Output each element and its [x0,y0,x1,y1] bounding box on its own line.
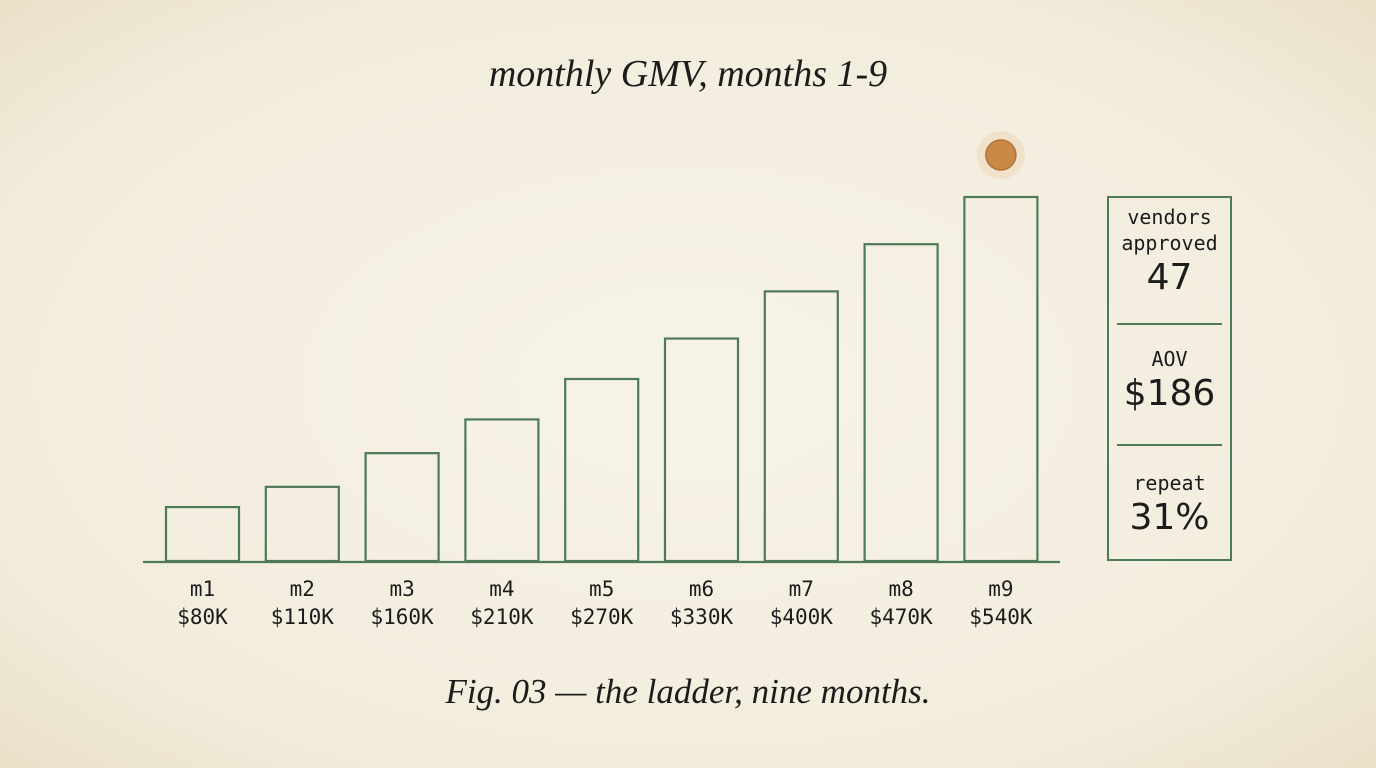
highlight-marker [985,139,1017,171]
stat-value: 31% [1129,497,1210,538]
stat-aov: AOV $186 [1109,346,1230,416]
bar-m4 [464,418,540,563]
stat-vendors-approved: vendors approved 47 [1109,204,1230,300]
value-label: $330K [670,605,734,629]
value-label: $160K [370,605,434,629]
category-label: m6 [689,577,714,601]
bar-m6 [663,337,740,563]
divider [1117,323,1222,325]
stat-label: vendors approved [1121,205,1218,255]
value-label: $470K [869,605,933,629]
divider [1117,444,1222,446]
value-label: $210K [470,605,534,629]
value-label: $270K [570,605,634,629]
figure-caption: Fig. 03 — the ladder, nine months. [445,672,931,711]
bar-m2 [264,485,340,563]
category-label: m8 [888,577,913,601]
stat-value: $186 [1123,373,1216,414]
value-label: $80K [177,605,228,629]
category-label: m5 [589,577,614,601]
category-label: m9 [988,577,1013,601]
value-label: $110K [271,605,335,629]
bar-m3 [364,452,440,563]
category-label: m1 [190,577,215,601]
stat-label: AOV [1151,347,1188,371]
stat-value: 47 [1146,257,1193,298]
bar-m9 [963,195,1039,563]
chart-title: monthly GMV, months 1-9 [488,53,888,95]
value-label: $400K [770,605,834,629]
bar-m1 [164,505,241,563]
category-label: m4 [489,577,514,601]
stat-repeat: repeat 31% [1109,470,1230,540]
category-label: m7 [789,577,814,601]
bar-m7 [763,290,839,563]
category-label: m2 [290,577,315,601]
bar-m5 [564,377,640,563]
value-label: $540K [969,605,1033,629]
stat-label: repeat [1133,471,1206,495]
category-label: m3 [389,577,414,601]
bar-m8 [863,243,939,563]
stats-panel: vendors approved 47 AOV $186 repeat 31% [1107,196,1232,561]
